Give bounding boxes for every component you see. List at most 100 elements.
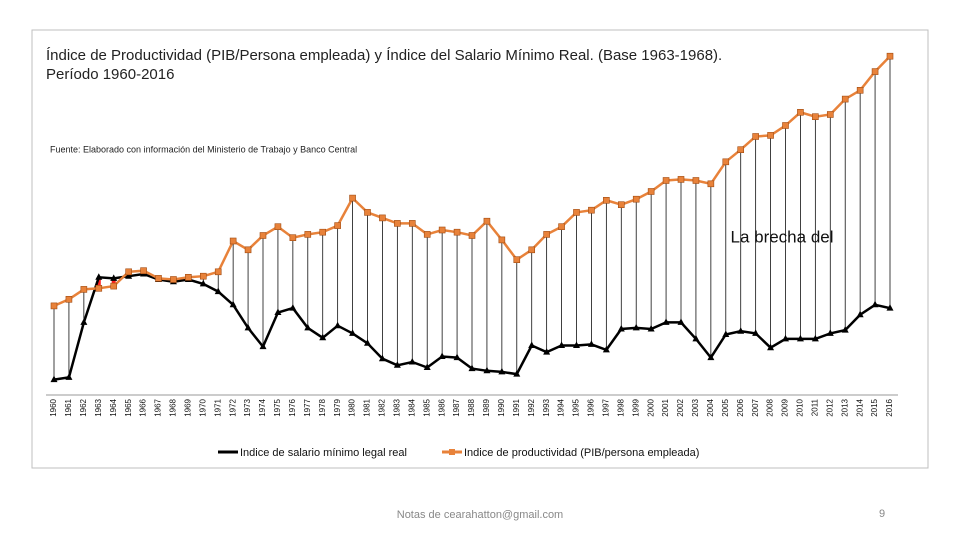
marker: [632, 323, 640, 331]
marker: [50, 302, 58, 310]
marker: [364, 209, 371, 216]
marker: [304, 231, 312, 238]
x-tick-label: 1963: [94, 398, 103, 416]
marker: [692, 334, 700, 342]
marker: [752, 329, 760, 336]
marker: [378, 354, 386, 362]
marker: [453, 228, 461, 236]
x-tick-label: 1979: [333, 398, 342, 416]
x-tick-label: 1998: [616, 398, 625, 416]
x-tick-label: 2015: [870, 398, 879, 416]
legend-label: Indice de salario mínimo legal real: [240, 447, 407, 459]
marker: [722, 158, 730, 166]
marker: [647, 188, 655, 195]
marker: [80, 286, 88, 293]
marker: [125, 268, 132, 276]
marker: [812, 113, 819, 120]
marker: [483, 217, 491, 225]
marker: [603, 197, 610, 204]
marker: [573, 209, 580, 216]
marker: [229, 237, 237, 245]
x-tick-label: 2008: [766, 398, 775, 416]
x-tick-label: 1990: [497, 398, 506, 416]
x-tick-label: 1991: [512, 398, 521, 416]
marker: [543, 348, 551, 355]
marker: [468, 232, 476, 239]
marker: [617, 201, 625, 208]
marker: [319, 333, 327, 341]
marker: [379, 214, 386, 222]
x-tick-label: 2012: [825, 398, 834, 416]
marker: [274, 308, 282, 315]
marker: [364, 339, 371, 346]
marker: [707, 180, 715, 188]
x-tick-label: 1976: [288, 398, 297, 416]
legend-label: Indice de productividad (PIB/persona emp…: [464, 447, 699, 459]
x-tick-label: 1971: [213, 398, 222, 416]
marker: [214, 268, 222, 276]
marker: [856, 87, 864, 94]
marker: [468, 364, 476, 372]
marker: [110, 274, 118, 281]
x-tick-label: 2010: [796, 398, 805, 416]
marker: [692, 177, 700, 184]
marker: [319, 228, 327, 236]
x-tick-label: 1993: [542, 398, 551, 416]
x-tick-label: 2014: [855, 398, 864, 416]
marker: [438, 352, 446, 359]
marker: [856, 310, 864, 318]
x-tick-label: 2005: [721, 398, 730, 416]
marker: [185, 273, 192, 281]
marker: [632, 195, 640, 203]
marker: [453, 353, 461, 361]
marker: [334, 321, 342, 329]
x-tick-label: 1961: [64, 398, 73, 416]
x-tick-label: 2006: [736, 398, 745, 416]
marker: [796, 334, 804, 342]
marker: [80, 318, 88, 325]
marker: [95, 284, 103, 292]
marker: [498, 236, 506, 244]
marker: [438, 226, 446, 234]
x-tick-label: 1970: [198, 398, 207, 416]
marker: [349, 194, 356, 202]
marker: [871, 300, 879, 308]
x-tick-label: 1986: [437, 398, 446, 416]
marker: [528, 341, 536, 348]
marker: [244, 323, 252, 331]
marker: [558, 341, 566, 348]
x-tick-label: 1980: [348, 398, 357, 416]
marker: [767, 132, 774, 139]
marker: [662, 318, 670, 325]
marker: [423, 363, 431, 370]
x-tick-label: 1989: [482, 398, 491, 416]
marker: [155, 275, 162, 282]
marker: [259, 342, 267, 350]
marker: [65, 373, 73, 380]
marker: [886, 304, 894, 311]
page-number: 9: [879, 508, 885, 520]
marker: [587, 340, 595, 347]
marker: [125, 272, 133, 279]
marker: [513, 256, 521, 264]
marker: [259, 232, 267, 239]
x-tick-label: 2007: [751, 398, 760, 416]
x-tick-label: 1987: [452, 398, 461, 416]
marker: [767, 343, 775, 351]
x-tick-label: 1997: [601, 398, 610, 416]
footer: Notas de cearahatton@gmail.com: [397, 509, 563, 521]
marker: [513, 370, 521, 377]
marker: [229, 300, 237, 308]
marker: [737, 327, 745, 334]
x-tick-label: 1978: [318, 398, 327, 416]
marker: [274, 223, 282, 230]
marker: [65, 295, 73, 303]
source-note: Fuente: Elaborado con información del Mi…: [50, 144, 357, 154]
x-tick-label: 1969: [183, 398, 192, 416]
marker: [841, 95, 849, 103]
marker: [811, 334, 819, 342]
marker: [408, 358, 416, 365]
x-tick-label: 1982: [378, 398, 387, 416]
chart-subtitle: Período 1960-2016: [46, 66, 174, 83]
